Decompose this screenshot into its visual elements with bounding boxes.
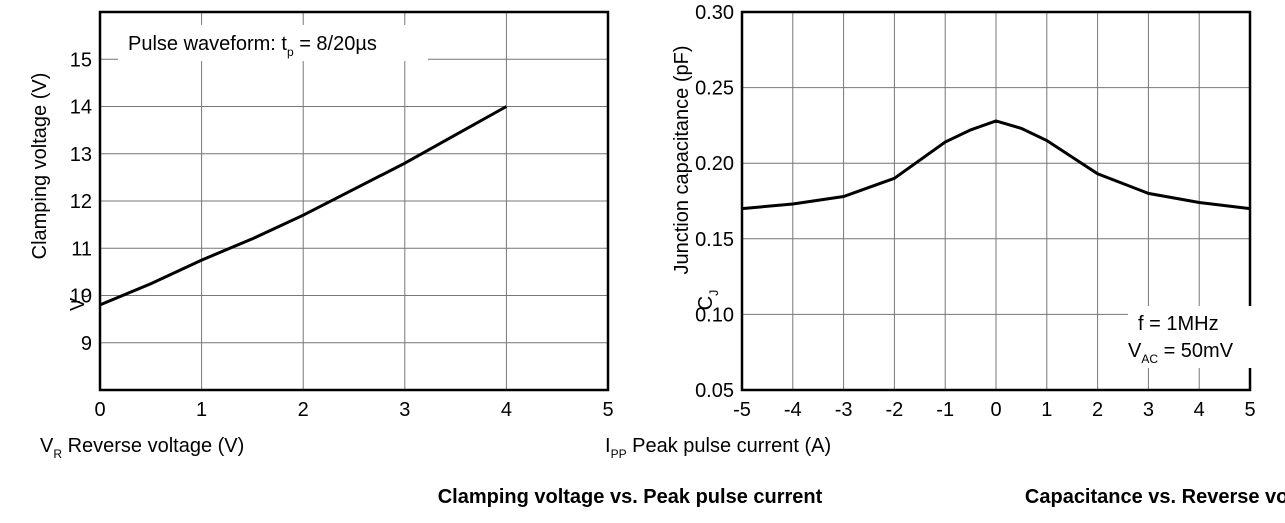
clamping-x-label: IPP Peak pulse current (A) — [605, 435, 831, 461]
x-tick-label: -5 — [733, 399, 751, 421]
x-tick-label: 2 — [1092, 399, 1103, 421]
clamping-caption: Clamping voltage vs. Peak pulse current — [438, 486, 823, 508]
clamping-annotation: Pulse waveform: tp = 8/20µs — [128, 33, 377, 59]
y-tick-label: 0.25 — [695, 78, 734, 100]
y-tick-label: 0.30 — [695, 2, 734, 24]
clamping-x-ticks: 0 1 2 3 4 5 — [94, 399, 613, 421]
x-tick-label: 4 — [1194, 399, 1205, 421]
y-tick-label: 0.15 — [695, 229, 734, 251]
y-tick-label: 14 — [70, 97, 92, 119]
capacitance-y-ticks: 0.05 0.10 0.15 0.20 0.25 0.30 — [695, 2, 734, 402]
capacitance-plot-frame — [740, 10, 1252, 392]
clamping-y-label: Clamping voltage (V) — [29, 73, 51, 260]
x-tick-label: -1 — [936, 399, 954, 421]
clamping-y-label-symbol: VC — [67, 289, 93, 311]
y-tick-label: 13 — [70, 144, 92, 166]
y-tick-label: 11 — [71, 238, 92, 260]
x-tick-label: 2 — [298, 399, 309, 421]
clamping-y-ticks: 9 10 11 12 13 14 15 — [70, 49, 92, 355]
clamping-annotation-bg — [118, 25, 428, 61]
y-tick-label: 0.10 — [695, 304, 734, 326]
clamping-grid — [99, 12, 609, 390]
y-tick-label: 0.20 — [695, 153, 734, 175]
y-tick-label: 0.05 — [695, 380, 734, 402]
x-tick-label: -3 — [835, 399, 853, 421]
y-tick-label: 9 — [81, 333, 92, 355]
capacitance-legend-bg — [1128, 306, 1268, 368]
x-tick-label: 1 — [1041, 399, 1052, 421]
capacitance-series-line — [741, 119, 1251, 211]
y-tick-label: 12 — [70, 191, 92, 213]
x-tick-label: 5 — [1244, 399, 1255, 421]
x-tick-label: -4 — [784, 399, 802, 421]
x-tick-label: -2 — [886, 399, 904, 421]
capacitance-chart: 0.050.100.150.200.250.30 -5 -4 -3 -2 -1 0 1 2 3 4… — [40, 2, 1285, 508]
capacitance-x-ticks: -5 -4 -3 -2 -1 0 1 2 3 4 5 — [733, 399, 1255, 421]
x-tick-label: 0 — [990, 399, 1001, 421]
clamping-plot-frame — [98, 10, 610, 392]
capacitance-y-label: Junction capacitance (pF) — [671, 45, 693, 274]
x-tick-label: 3 — [1143, 399, 1154, 421]
capacitance-legend-voltage: VAC = 50mV — [1128, 340, 1234, 366]
y-tick-label: 10 — [70, 286, 92, 308]
x-tick-label: 3 — [399, 399, 410, 421]
capacitance-y-label-symbol: CJ — [695, 290, 721, 310]
x-tick-label: 1 — [196, 399, 207, 421]
y-tick-label: 15 — [70, 49, 92, 71]
x-tick-label: 0 — [94, 399, 105, 421]
capacitance-caption: Capacitance vs. Reverse voltage — [1025, 486, 1285, 508]
x-tick-label: 4 — [501, 399, 512, 421]
clamping-series-line — [99, 105, 508, 307]
capacitance-legend-frequency: f = 1MHz — [1138, 313, 1219, 335]
capacitance-x-label: VR Reverse voltage (V) — [40, 435, 244, 461]
x-tick-label: 5 — [602, 399, 613, 421]
